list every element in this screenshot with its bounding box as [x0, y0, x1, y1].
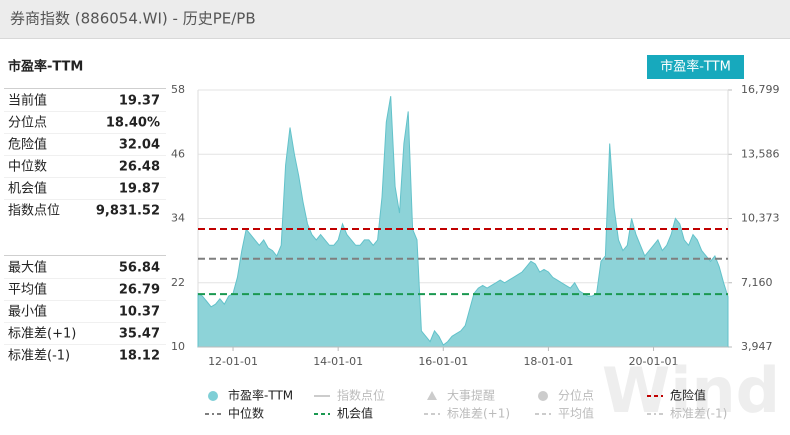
stat-label: 分位点 [8, 116, 47, 131]
y2-tick-label: 13,586 [741, 147, 780, 160]
watermark: Wind [602, 354, 780, 427]
stat-value: 26.79 [119, 283, 160, 298]
legend-label[interactable]: 市盈率-TTM [228, 388, 293, 403]
stat-label: 机会值 [8, 181, 47, 197]
legend-label[interactable]: 指数点位 [337, 388, 385, 403]
y-tick-label: 58 [171, 83, 185, 96]
y-tick-label: 22 [171, 276, 185, 289]
stat-label: 当前值 [8, 93, 47, 109]
legend-label[interactable]: 平均值 [558, 406, 594, 421]
header-bar [0, 0, 790, 38]
stat-value: 35.47 [119, 327, 160, 342]
stat-value: 56.84 [119, 261, 160, 276]
stat-label: 平均值 [8, 282, 47, 298]
stat-value: 18.12 [119, 349, 160, 364]
stat-value: 18.40% [106, 116, 160, 131]
legend-label[interactable]: 大事提醒 [447, 388, 495, 403]
y2-tick-label: 3,947 [741, 340, 773, 353]
y-tick-label: 34 [171, 212, 185, 225]
y2-tick-label: 7,160 [741, 276, 773, 289]
legend-label[interactable]: 机会值 [337, 406, 373, 421]
panel-title: 市盈率-TTM [8, 59, 83, 75]
x-tick-label: 18-01-01 [523, 355, 573, 368]
y2-tick-label: 10,373 [741, 212, 780, 225]
metric-button-label[interactable]: 市盈率-TTM [660, 59, 731, 75]
header-title: 券商指数 (886054.WI) - 历史PE/PB [10, 10, 256, 28]
stat-value: 32.04 [119, 138, 160, 153]
stat-label: 中位数 [8, 160, 47, 175]
x-tick-label: 16-01-01 [418, 355, 468, 368]
y2-tick-label: 16,799 [741, 83, 780, 96]
stat-value: 19.37 [119, 94, 160, 109]
legend-label[interactable]: 标准差(+1) [447, 407, 510, 421]
legend-label[interactable]: 分位点 [558, 388, 594, 403]
legend-label[interactable]: 标准差(-1) [670, 407, 727, 421]
x-tick-label: 14-01-01 [313, 355, 363, 368]
stat-value: 26.48 [119, 160, 160, 175]
y-tick-label: 46 [171, 147, 185, 160]
legend-label[interactable]: 中位数 [228, 406, 264, 421]
stat-value: 10.37 [119, 305, 160, 320]
stat-label: 危险值 [8, 137, 47, 153]
stat-label: 最大值 [8, 260, 47, 276]
stat-label: 指数点位 [8, 204, 60, 219]
legend-symbol [427, 391, 437, 400]
area [197, 96, 729, 348]
stat-label: 标准差(-1) [8, 349, 70, 364]
x-tick-label: 12-01-01 [208, 355, 258, 368]
x-tick-label: 20-01-01 [629, 355, 679, 368]
metric-button[interactable] [647, 55, 744, 79]
stat-label: 最小值 [8, 304, 47, 320]
legend-label[interactable]: 危险值 [670, 388, 706, 403]
legend-symbol [208, 391, 218, 401]
stat-value: 9,831.52 [96, 204, 160, 219]
stat-label: 标准差(+1) [8, 327, 76, 342]
y-tick-label: 10 [171, 340, 185, 353]
stat-value: 19.87 [119, 182, 160, 197]
legend-symbol [538, 391, 548, 401]
